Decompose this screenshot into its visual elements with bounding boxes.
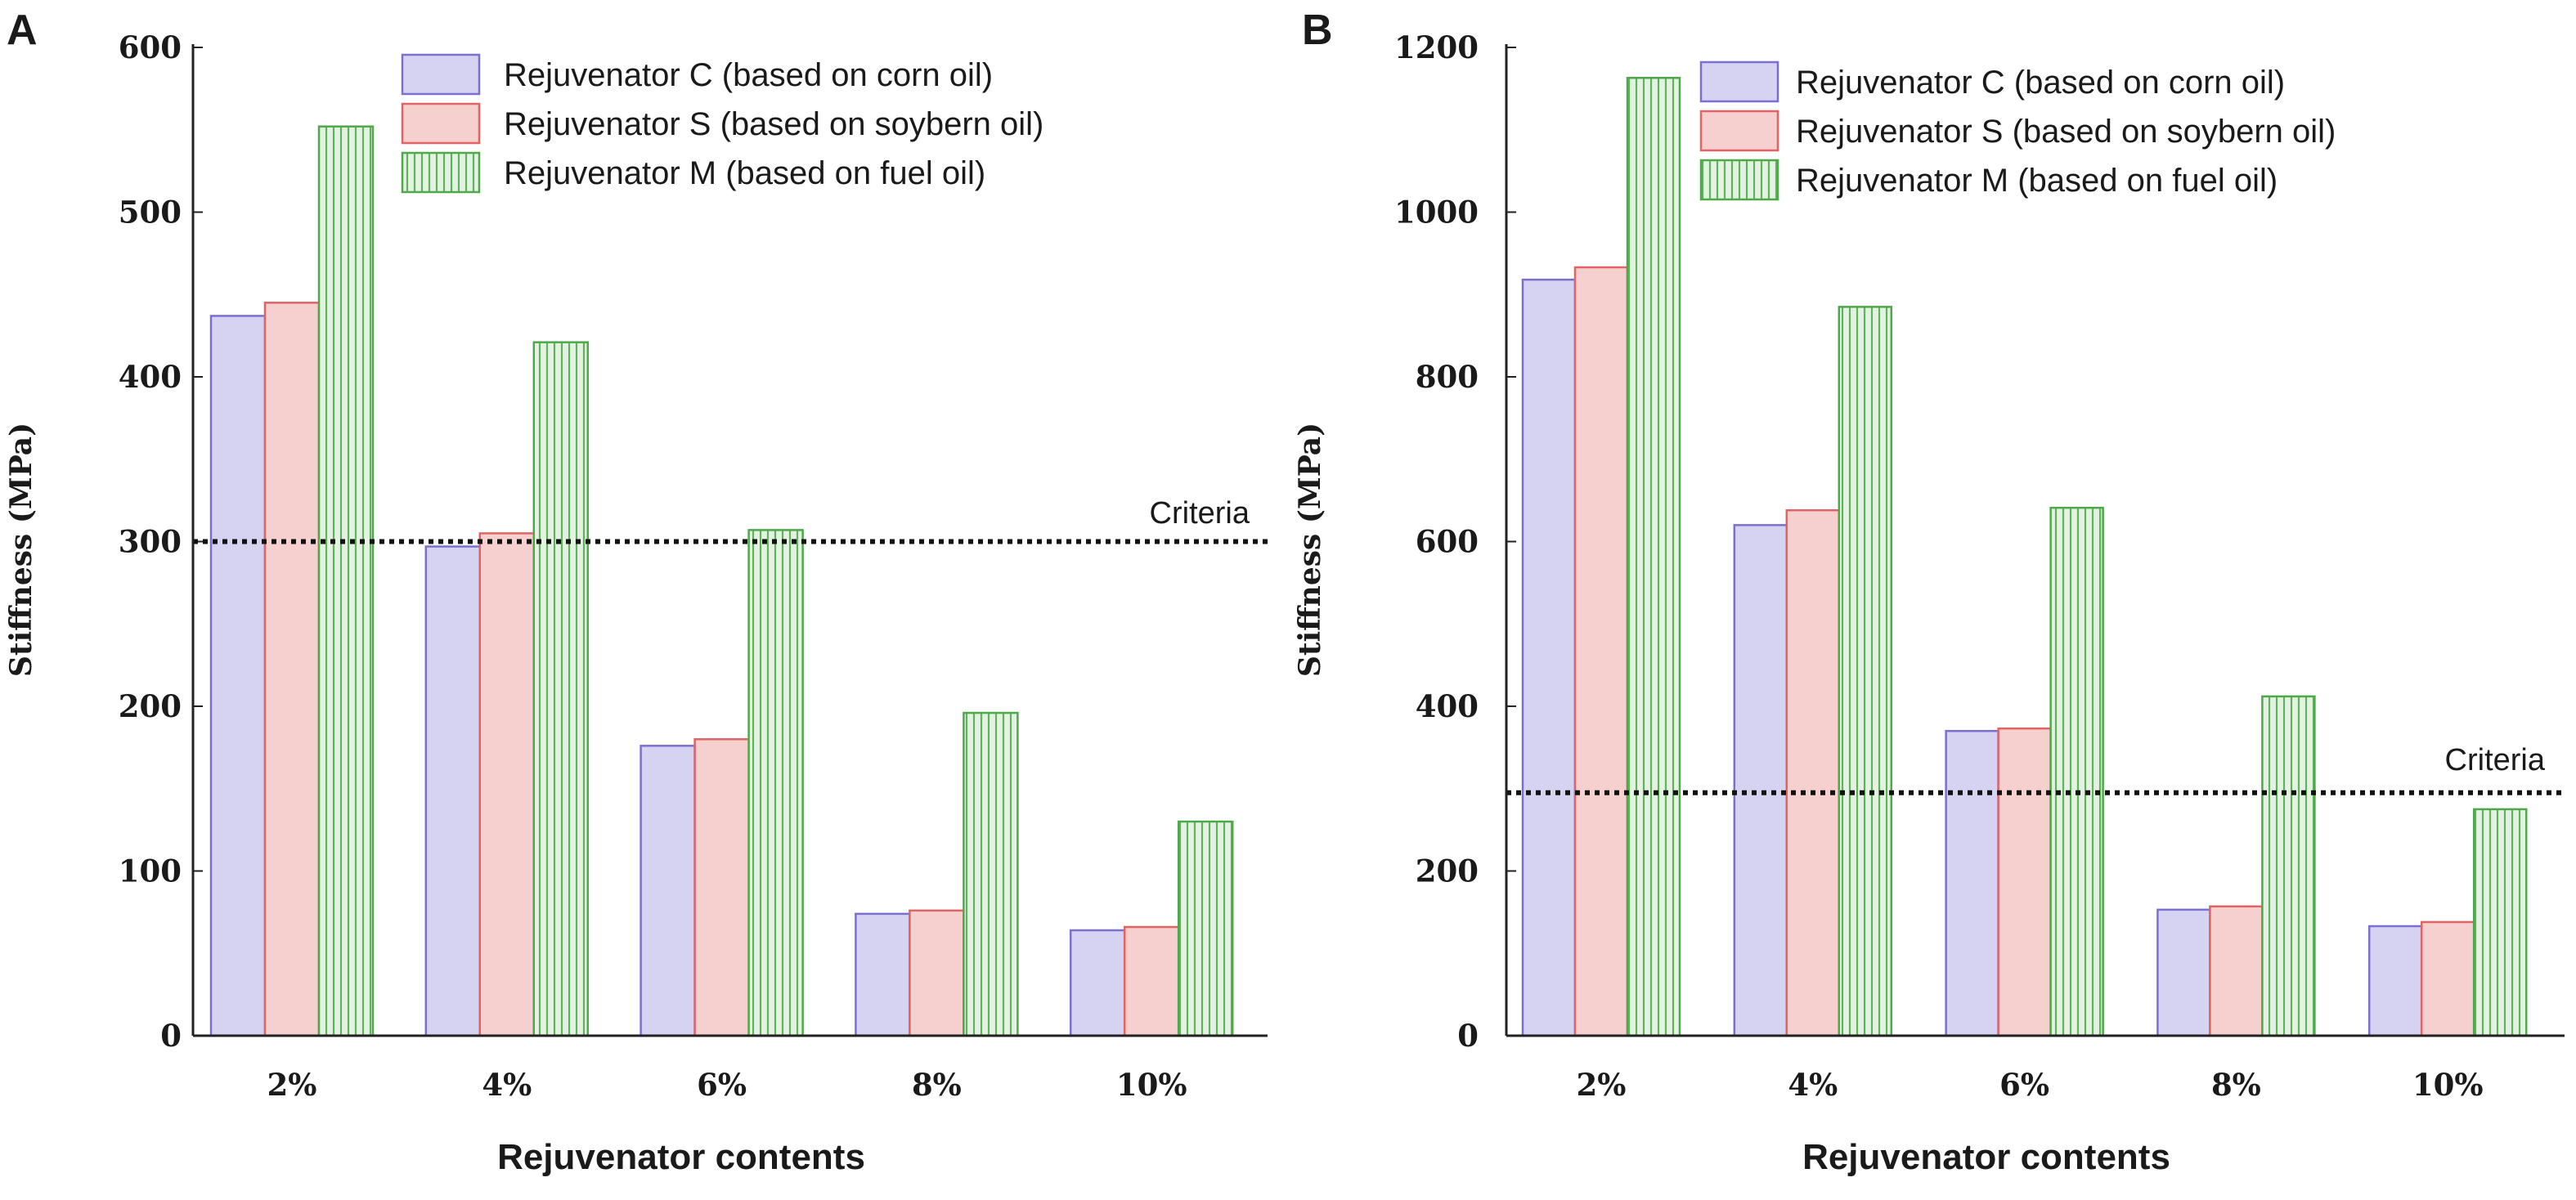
bar — [1838, 306, 1893, 1037]
y-tick-label: 200 — [1416, 853, 1479, 889]
y-tick-label: 0 — [160, 1018, 182, 1054]
y-axis-title: Stiffness (MPa) — [1293, 423, 1327, 677]
bar — [747, 529, 804, 1037]
criteria-label: Criteria — [1150, 496, 1250, 531]
bar — [1177, 820, 1234, 1037]
bar — [209, 315, 267, 1037]
legend-label: Rejuvenator S (based on soybern oil) — [504, 106, 1043, 142]
panel-a: A 0 100 200 300 400 500 600 2% 4% 6% 8% 10% Criteria R… — [4, 7, 1268, 1177]
y-tick-label: 100 — [119, 853, 182, 889]
legend-swatch — [1699, 60, 1779, 103]
legend-swatch — [401, 151, 481, 194]
bar — [2367, 925, 2423, 1037]
bar — [2472, 808, 2528, 1037]
y-tick-label: 200 — [119, 688, 182, 724]
y-tick-label: 1000 — [1394, 195, 1479, 231]
x-tick-label: 4% — [1788, 1067, 1838, 1103]
bar — [2156, 908, 2211, 1037]
x-tick-label: 8% — [912, 1067, 962, 1103]
legend-label: Rejuvenator S (based on soybern oil) — [1796, 114, 2336, 150]
x-tick-label: 6% — [1999, 1067, 2049, 1103]
bar — [1785, 508, 1841, 1037]
x-tick-label: 2% — [1577, 1067, 1627, 1103]
legend-label: Rejuvenator M (based on fuel oil) — [1796, 163, 2278, 199]
bar — [317, 125, 375, 1037]
bar — [424, 545, 482, 1037]
y-tick-label: 400 — [1416, 688, 1479, 724]
bar — [2209, 905, 2264, 1037]
legend-swatch — [401, 102, 481, 145]
panel-b: B 0 200 400 600 800 1000 1200 2% 4% 6% 8% 10% Criteri… — [1293, 7, 2565, 1177]
bar — [1573, 266, 1629, 1037]
y-tick-label: 500 — [119, 195, 182, 231]
legend-swatch — [1699, 110, 1779, 152]
y-tick-label: 600 — [119, 29, 182, 65]
x-tick-label: 4% — [482, 1067, 532, 1103]
bar — [478, 532, 536, 1037]
bar — [1069, 929, 1126, 1037]
x-axis-title: Rejuvenator contents — [497, 1137, 865, 1177]
bar — [1945, 729, 1999, 1037]
bar — [2049, 506, 2104, 1037]
y-tick-label: 300 — [119, 524, 182, 560]
legend-label: Rejuvenator C (based on corn oil) — [1796, 65, 2285, 101]
panel-label: B — [1302, 7, 1333, 54]
bar — [263, 302, 321, 1037]
bar — [855, 912, 911, 1037]
x-tick-label: 6% — [697, 1067, 747, 1103]
y-tick-label: 1200 — [1394, 29, 1479, 65]
legend-label: Rejuvenator M (based on fuel oil) — [504, 155, 985, 191]
x-tick-label: 10% — [1116, 1067, 1187, 1103]
panel-label: A — [7, 7, 38, 54]
y-tick-label: 400 — [119, 359, 182, 395]
bar — [1123, 925, 1180, 1037]
bar — [2420, 920, 2475, 1037]
bar — [640, 745, 696, 1037]
legend-swatch — [1699, 159, 1779, 201]
x-tick-label: 8% — [2211, 1067, 2261, 1103]
x-axis-title: Rejuvenator contents — [1802, 1137, 2170, 1177]
legend-label: Rejuvenator C (based on corn oil) — [504, 57, 993, 93]
bar — [2261, 695, 2316, 1037]
x-tick-label: 2% — [267, 1067, 317, 1103]
bar — [1997, 727, 2052, 1037]
criteria-label: Criteria — [2445, 743, 2546, 777]
y-tick-label: 0 — [1457, 1018, 1479, 1054]
legend-swatch — [401, 53, 481, 96]
bar — [532, 341, 590, 1037]
bar — [1733, 524, 1788, 1037]
bar — [1521, 278, 1577, 1037]
y-tick-label: 800 — [1416, 359, 1479, 395]
x-tick-label: 10% — [2412, 1067, 2484, 1103]
bar — [1626, 77, 1681, 1037]
bar — [963, 711, 1019, 1037]
y-axis-title: Stiffness (MPa) — [4, 423, 38, 677]
bar — [693, 738, 750, 1037]
y-tick-label: 600 — [1416, 524, 1479, 560]
bar — [909, 909, 965, 1037]
